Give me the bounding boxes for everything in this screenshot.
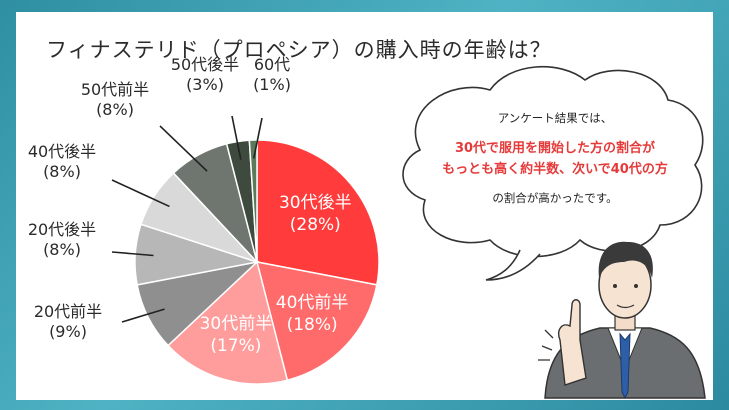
slice-category-label: 20代後半 — [27, 220, 97, 239]
leader-line — [111, 251, 154, 257]
speech-bubble-text: アンケート結果では、 30代で服用を開始した方の割合が もっとも高く約半数、次い… — [430, 110, 680, 206]
leader-line — [252, 117, 263, 159]
leader-line — [159, 125, 208, 172]
bubble-highlight-line-2: もっとも高く約半数、次いで40代の方 — [442, 162, 668, 177]
slice-percent-label: (8%) — [43, 162, 81, 181]
pie-chart — [134, 139, 380, 385]
bubble-tail-text: の割合が高かったです。 — [492, 191, 618, 205]
pie-slice — [256, 139, 380, 286]
pie-slice-label: 20代後半 (8%) — [22, 220, 102, 260]
pie-slice-label: 20代前半 (9%) — [28, 302, 108, 342]
slice-percent-label: (18%) — [286, 314, 338, 335]
leader-line — [121, 308, 165, 323]
pie-slice-label: 60代 (1%) — [232, 55, 312, 95]
pie-slice — [255, 261, 378, 382]
pie-slice-label: 30代前半 (17%) — [196, 313, 276, 357]
pie-slice-label: 30代後半 (28%) — [275, 192, 355, 236]
slice-percent-label: (3%) — [186, 75, 224, 94]
bubble-highlight-line-1: 30代で服用を開始した方の割合が — [454, 141, 656, 156]
slice-category-label: 30代後半 — [278, 192, 352, 213]
leader-line — [231, 115, 242, 160]
pie-slice-label: 50代後半 (3%) — [165, 55, 245, 95]
slice-percent-label: (8%) — [43, 240, 81, 259]
slice-percent-label: (8%) — [96, 100, 134, 119]
slice-percent-label: (9%) — [49, 322, 87, 341]
slice-category-label: 40代後半 — [27, 142, 97, 161]
speech-bubble — [402, 65, 704, 281]
bubble-lead-text: アンケート結果では、 — [497, 111, 613, 125]
slice-category-label: 20代前半 — [33, 302, 103, 321]
leader-line — [111, 179, 170, 208]
slice-percent-label: (28%) — [289, 214, 341, 235]
slice-category-label: 50代後半 — [170, 55, 240, 74]
businessman-illustration — [538, 241, 706, 400]
slice-percent-label: (17%) — [210, 335, 262, 356]
pie-slice — [167, 260, 289, 385]
slice-category-label: 60代 — [253, 55, 291, 74]
pie-slice-label: 40代前半 (18%) — [272, 292, 352, 336]
leader-lines — [111, 115, 263, 323]
slice-category-label: 30代前半 — [199, 313, 273, 334]
pie-slice-label: 40代後半 (8%) — [22, 142, 102, 182]
slice-category-label: 50代前半 — [80, 80, 150, 99]
slice-percent-label: (1%) — [253, 75, 291, 94]
page-title: フィナステリド（プロペシア）の購入時の年齢は？ — [46, 38, 552, 62]
slice-category-label: 40代前半 — [275, 292, 349, 313]
pie-slice-label: 50代前半 (8%) — [75, 80, 155, 120]
